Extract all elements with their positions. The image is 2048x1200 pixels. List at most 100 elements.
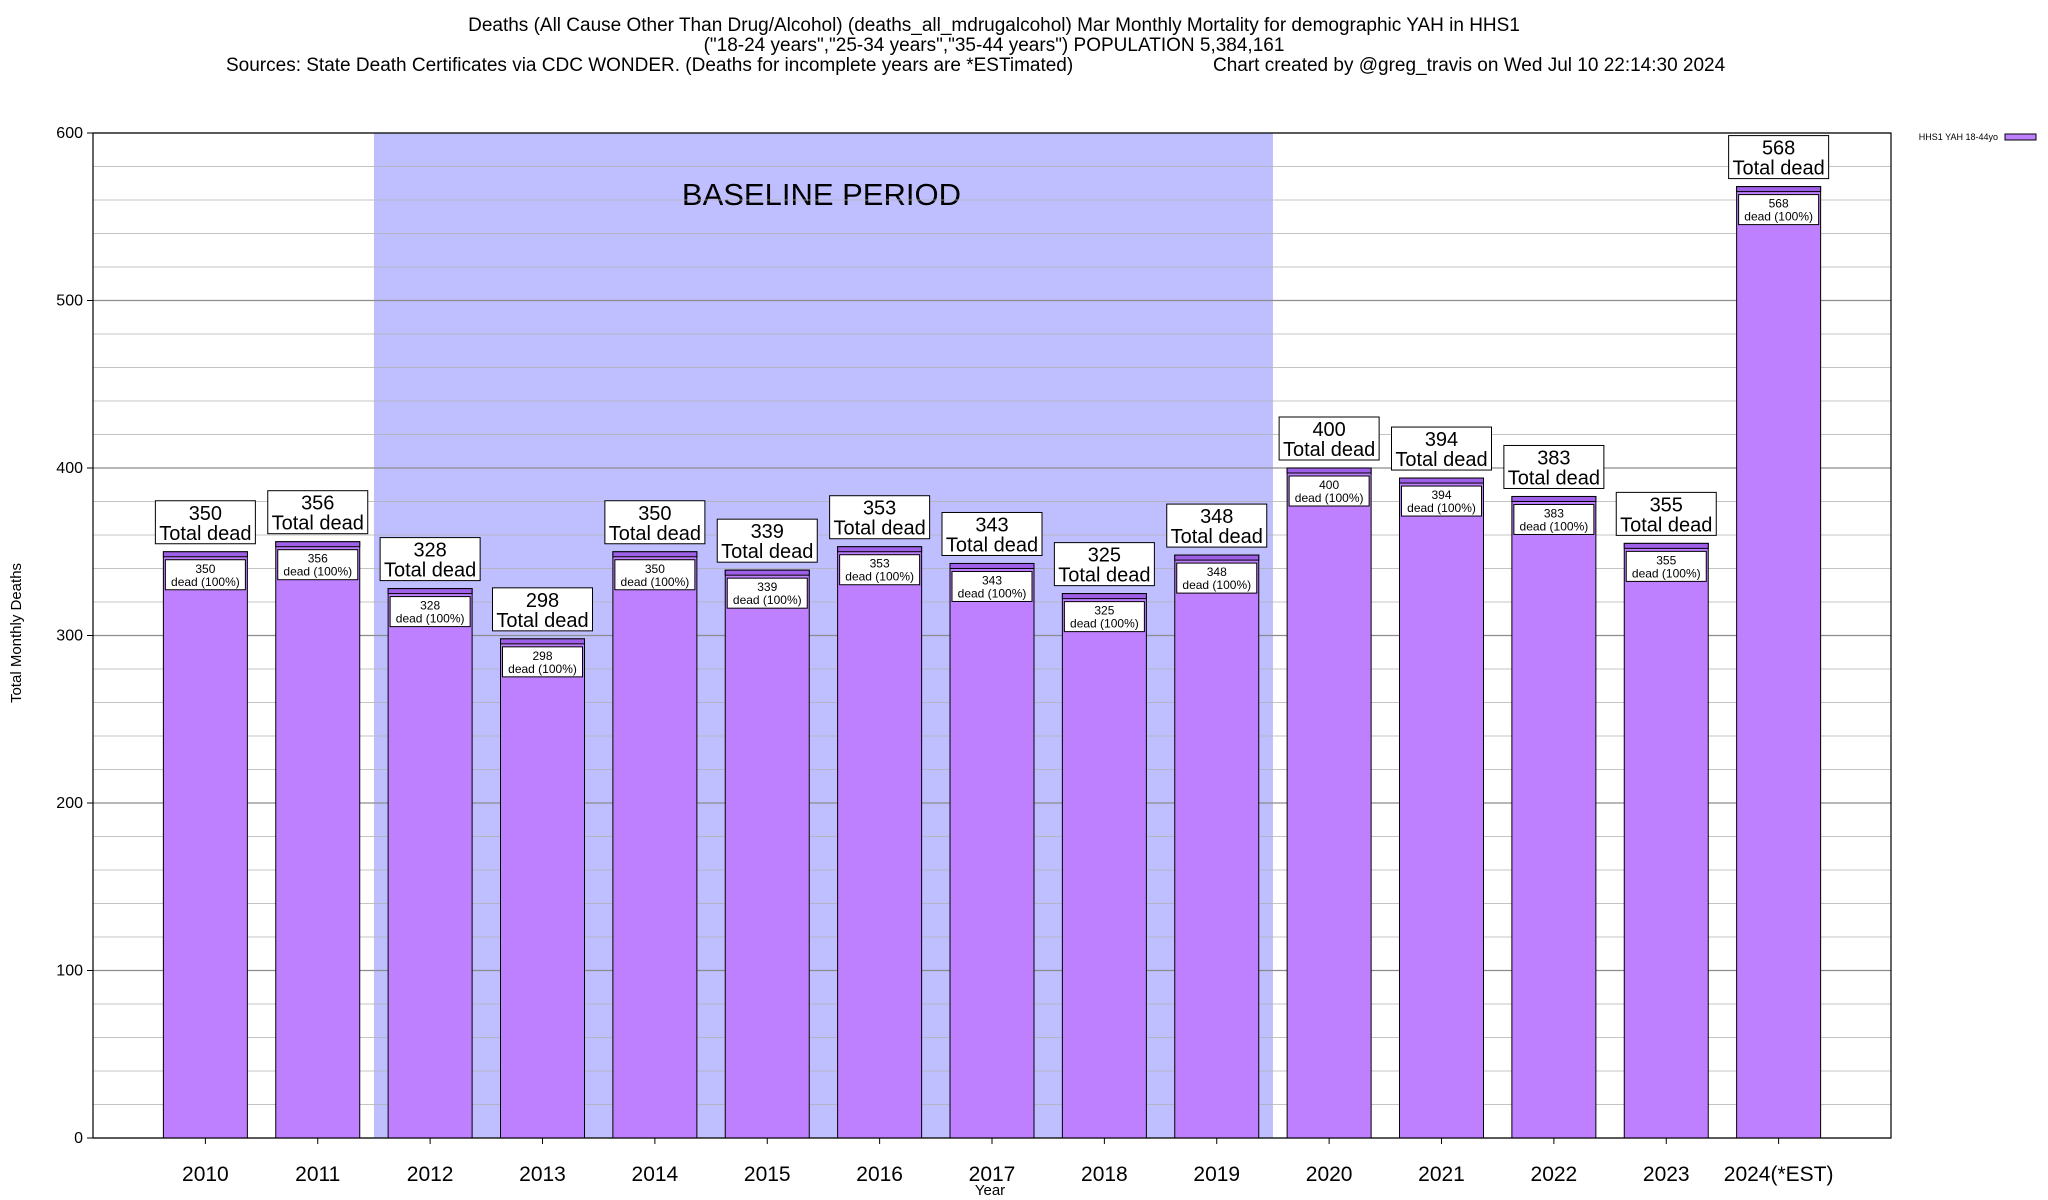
inner-dead-label: dead (100%): [1295, 491, 1364, 505]
inner-dead-label: dead (100%): [1407, 501, 1476, 515]
total-value-label: 343: [975, 514, 1008, 536]
total-label-box: [1053, 542, 1155, 587]
total-dead-label: Total dead: [159, 523, 251, 545]
inner-value-label: 350: [645, 562, 665, 576]
total-dead-label: Total dead: [833, 518, 925, 540]
total-dead-label: Total dead: [1395, 449, 1487, 471]
bar-top-cap: [1736, 186, 1822, 193]
total-value-label: 356: [301, 493, 334, 515]
total-dead-label: Total dead: [1732, 158, 1824, 180]
bar-top-cap: [1511, 495, 1597, 502]
bar-top-cap: [500, 638, 585, 645]
total-dead-label: Total dead: [1508, 467, 1600, 489]
inner-dead-label: dead (100%): [1632, 566, 1701, 580]
inner-value-label: 394: [1431, 488, 1451, 502]
inner-label-box: [1401, 485, 1482, 517]
legend-swatch: [2004, 133, 2037, 141]
bar: [1286, 467, 1372, 1139]
baseline-label: BASELINE PERIOD: [682, 177, 961, 212]
x-tick-label: 2023: [1643, 1163, 1690, 1186]
total-value-label: 339: [751, 521, 784, 543]
y-tick-label: 100: [56, 963, 83, 980]
total-label-box: [1728, 135, 1830, 180]
inner-dead-label: dead (100%): [1182, 578, 1251, 592]
inner-dead-label: dead (100%): [283, 565, 352, 579]
bar-top-cap: [387, 588, 473, 595]
axes: 0 100 200 300 400 500 600: [56, 125, 1892, 1147]
inner-label-box: [277, 549, 359, 581]
total-dead-label: Total dead: [496, 610, 588, 632]
inner-dead-label: dead (100%): [1070, 617, 1139, 631]
chart-sources: Sources: State Death Certificates via CD…: [226, 55, 1073, 76]
inner-value-label: 343: [982, 573, 1002, 587]
inner-value-label: 353: [870, 557, 890, 571]
total-dead-label: Total dead: [1283, 439, 1375, 461]
bar: [500, 638, 585, 1139]
bar-top-cap: [1174, 554, 1260, 561]
chart-credit: Chart created by @greg_travis on Wed Jul…: [1213, 55, 1726, 76]
total-label-box: [1615, 491, 1717, 536]
x-tick-label: 2012: [407, 1163, 454, 1186]
total-dead-label: Total dead: [1171, 526, 1263, 548]
bar-top-cap: [162, 551, 248, 558]
inner-dead-label: dead (100%): [621, 575, 690, 589]
legend: HHS1 YAH 18-44yo: [1919, 132, 2037, 142]
inner-label-box: [1288, 475, 1370, 507]
bar-top-cap: [1399, 477, 1484, 484]
x-tick-label: 2015: [744, 1163, 791, 1186]
bar: [1736, 186, 1822, 1139]
inner-dead-label: dead (100%): [958, 586, 1027, 600]
inner-dead-label: dead (100%): [508, 662, 577, 676]
total-value-label: 353: [863, 498, 896, 520]
bar-top-cap: [275, 541, 361, 548]
inner-dead-label: dead (100%): [733, 593, 802, 607]
bar-top-cap: [1061, 593, 1147, 600]
total-dead-label: Total dead: [721, 541, 813, 563]
x-tick-label: 2011: [295, 1163, 340, 1186]
x-tick-label: 2024(*EST): [1724, 1163, 1834, 1186]
bar: [837, 546, 923, 1139]
total-label-box: [267, 490, 369, 535]
inner-value-label: 568: [1769, 197, 1789, 211]
x-tick-label: 2013: [519, 1163, 566, 1186]
bar-top-cap: [724, 569, 810, 576]
total-dead-label: Total dead: [272, 513, 364, 535]
x-tick-label: 2018: [1081, 1163, 1128, 1186]
total-value-label: 568: [1762, 138, 1795, 160]
total-label-box: [829, 495, 931, 540]
total-value-label: 350: [189, 503, 222, 525]
inner-label-box: [1625, 550, 1707, 582]
bars: [162, 186, 1822, 1139]
inner-label-box: [502, 646, 583, 678]
y-tick-label: 0: [74, 1130, 83, 1147]
total-dead-label: Total dead: [609, 523, 701, 545]
bar: [1061, 593, 1147, 1139]
x-tick-label: 2016: [856, 1163, 903, 1186]
total-dead-label: Total dead: [1620, 514, 1712, 536]
y-tick-label: 200: [56, 795, 83, 812]
total-label-box: [1391, 426, 1492, 471]
x-tick-label: 2020: [1306, 1163, 1353, 1186]
total-value-label: 325: [1088, 545, 1121, 567]
inner-dead-label: dead (100%): [845, 570, 914, 584]
total-label-box: [604, 500, 706, 545]
bar: [275, 541, 361, 1139]
bar: [724, 569, 810, 1139]
inner-value-label: 298: [532, 649, 552, 663]
total-dead-label: Total dead: [384, 560, 476, 582]
x-tick-label: 2021: [1418, 1163, 1465, 1186]
inner-value-label: 400: [1319, 478, 1339, 492]
y-tick-label: 300: [56, 628, 83, 645]
inner-label-box: [389, 596, 471, 628]
total-label-box: [941, 511, 1043, 556]
total-value-label: 298: [526, 590, 559, 612]
bar: [1174, 554, 1260, 1139]
inner-value-label: 383: [1544, 506, 1564, 520]
bar-top-cap: [949, 562, 1035, 569]
inner-value-label: 350: [195, 562, 215, 576]
total-dead-label: Total dead: [1058, 565, 1150, 587]
total-label-box: [1503, 444, 1605, 489]
x-tick-label: 2014: [632, 1163, 679, 1186]
